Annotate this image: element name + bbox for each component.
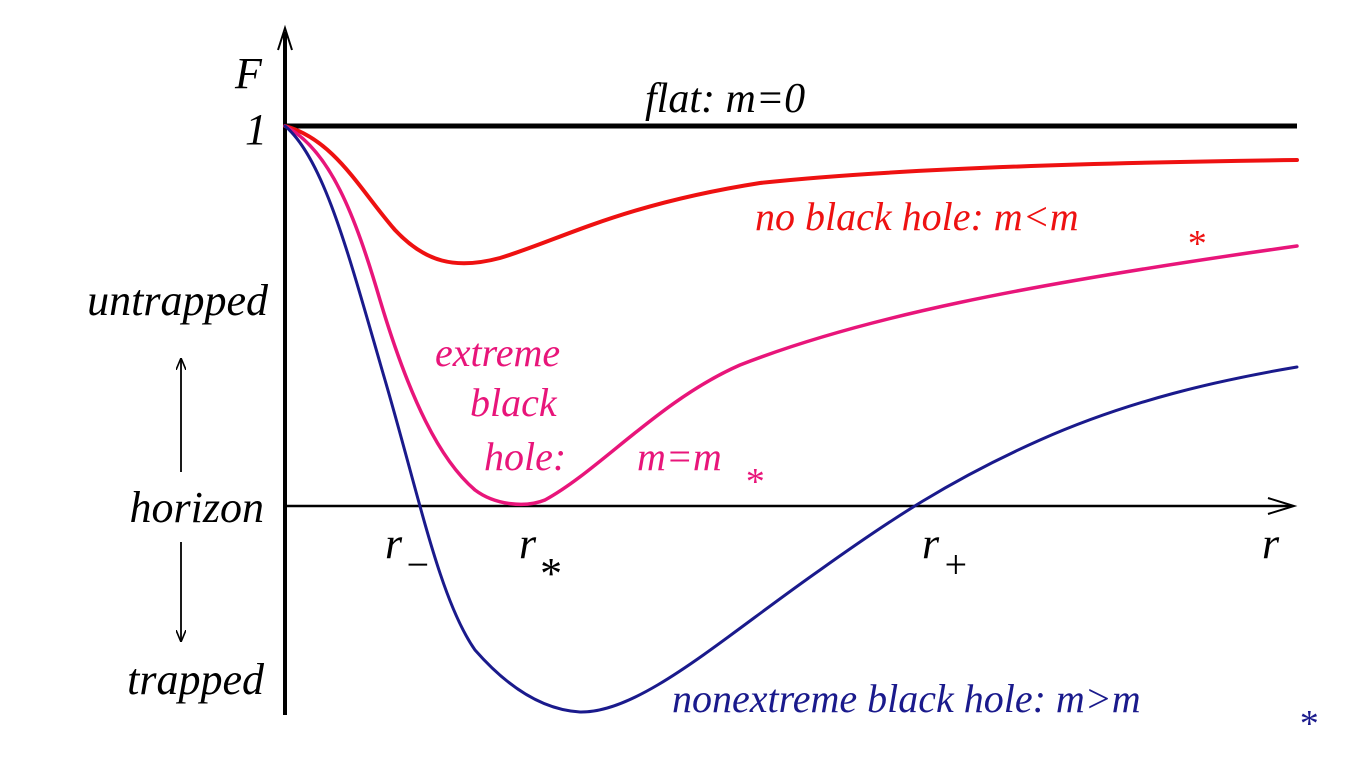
untrapped-label: untrapped	[87, 276, 269, 325]
svg-text:m=m: m=m	[637, 434, 722, 479]
svg-text:hole:: hole:	[484, 434, 566, 479]
r-minus-label: r −	[385, 519, 431, 587]
svg-text:+: +	[942, 542, 969, 587]
y-axis-label: F	[234, 49, 263, 98]
svg-text:r: r	[922, 519, 940, 568]
extreme-black-hole-label: extreme black hole: m=m *	[435, 330, 763, 503]
svg-text:r: r	[519, 519, 537, 568]
trapped-label: trapped	[127, 655, 265, 704]
svg-text:*: *	[1186, 223, 1205, 265]
nonextreme-black-hole-curve	[283, 124, 1299, 714]
svg-text:*: *	[744, 461, 763, 503]
svg-text:nonextreme black hole: m>m: nonextreme black hole: m>m	[672, 676, 1141, 721]
no-black-hole-curve	[283, 124, 1299, 266]
x-axis-label: r	[1262, 519, 1280, 568]
y-tick-one: 1	[245, 105, 267, 154]
r-plus-label: r +	[922, 519, 969, 587]
horizon-label: horizon	[130, 483, 264, 532]
nonextreme-black-hole-label: nonextreme black hole: m>m *	[672, 676, 1317, 745]
flat-curve-label: flat: m=0	[645, 76, 805, 122]
svg-text:r: r	[385, 519, 403, 568]
svg-text:black: black	[470, 380, 558, 425]
y-axis-arrowhead	[277, 24, 293, 51]
no-black-hole-label: no black hole: m<m *	[755, 194, 1205, 265]
svg-text:*: *	[538, 549, 560, 598]
extreme-black-hole-curve	[283, 124, 1299, 507]
svg-text:*: *	[1298, 703, 1317, 745]
x-axis-arrowhead	[1267, 497, 1298, 515]
svg-text:extreme: extreme	[435, 330, 560, 375]
r-star-label: r *	[519, 519, 560, 598]
svg-text:no black hole: m<m: no black hole: m<m	[755, 194, 1079, 239]
svg-text:−: −	[404, 542, 431, 587]
